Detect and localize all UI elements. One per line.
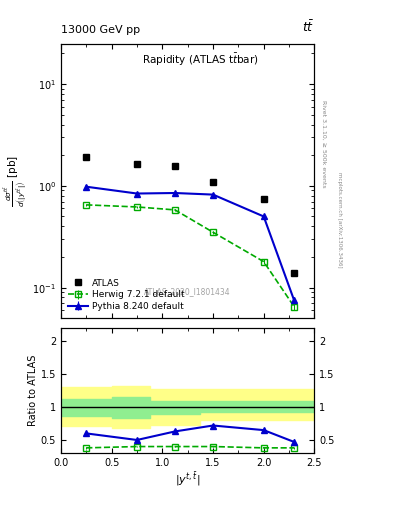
- X-axis label: $|y^{t,\bar{t}}|$: $|y^{t,\bar{t}}|$: [175, 471, 200, 488]
- Legend: ATLAS, Herwig 7.2.1 default, Pythia 8.240 default: ATLAS, Herwig 7.2.1 default, Pythia 8.24…: [65, 276, 187, 314]
- Text: $t\bar{t}$: $t\bar{t}$: [302, 20, 314, 35]
- Text: Rivet 3.1.10, ≥ 500k events: Rivet 3.1.10, ≥ 500k events: [322, 99, 327, 187]
- Text: 13000 GeV pp: 13000 GeV pp: [61, 25, 140, 35]
- Text: ATLAS_2020_I1801434: ATLAS_2020_I1801434: [144, 287, 231, 296]
- Y-axis label: Ratio to ATLAS: Ratio to ATLAS: [28, 355, 38, 426]
- Text: Rapidity (ATLAS t$\bar{t}$bar): Rapidity (ATLAS t$\bar{t}$bar): [142, 52, 259, 68]
- Y-axis label: $\frac{d\sigma^{t\bar{t}}}{d\left(|y^{t\bar{t}}|\right)}$ [pb]: $\frac{d\sigma^{t\bar{t}}}{d\left(|y^{t\…: [3, 155, 29, 207]
- Text: mcplots.cern.ch [arXiv:1306.3436]: mcplots.cern.ch [arXiv:1306.3436]: [338, 173, 342, 268]
